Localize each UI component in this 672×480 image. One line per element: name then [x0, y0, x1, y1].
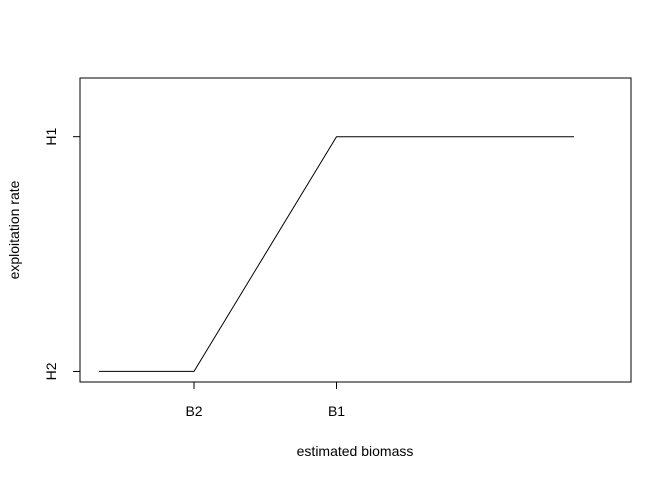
y-tick-label: H2 — [43, 362, 59, 380]
plot-frame — [79, 77, 632, 383]
series-group — [99, 136, 574, 372]
y-tick-label: H1 — [43, 128, 59, 146]
y-axis: H2 H1 — [43, 128, 81, 380]
x-tick-label: B2 — [185, 403, 202, 419]
y-axis-label: exploitation rate — [6, 180, 22, 279]
x-tick-label: B1 — [328, 403, 345, 419]
series-line — [99, 136, 574, 372]
x-axis: B2 B1 — [185, 381, 345, 419]
x-axis-label: estimated biomass — [297, 443, 414, 459]
